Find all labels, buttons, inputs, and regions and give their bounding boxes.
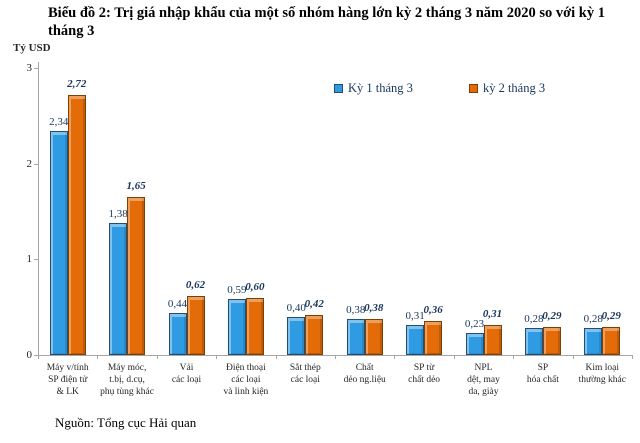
- value-label: 2,34: [49, 116, 69, 129]
- bar-ky1: [287, 316, 306, 355]
- y-tick: [34, 259, 38, 261]
- y-tick-label: 2: [26, 157, 33, 170]
- x-tick: [216, 355, 218, 359]
- legend-label-ky2: kỳ 2 tháng 3: [482, 81, 546, 95]
- value-label: 0,29: [601, 310, 621, 323]
- value-label: 0,31: [482, 308, 503, 321]
- x-category-label: Điện thoại các loại và linh kiện: [223, 363, 269, 397]
- x-category-label: Máy v/tính SP điện tử & LK: [46, 363, 89, 397]
- bar-ky1: [524, 328, 543, 355]
- bar-ky2: [364, 318, 383, 355]
- value-label: 1,38: [108, 207, 128, 220]
- x-category-label: Máy móc, t.bị, d.cụ, phụ tùng khác: [100, 363, 154, 397]
- bar-ky2: [67, 94, 86, 355]
- value-label: 0,31: [405, 310, 425, 323]
- bar-ky2: [602, 327, 621, 355]
- value-label: 0,38: [364, 301, 384, 314]
- legend-swatch-blue-icon: [334, 84, 343, 93]
- value-label: 0,29: [542, 310, 562, 323]
- bar-ky1: [584, 328, 603, 355]
- x-tick: [632, 355, 633, 359]
- y-tick: [34, 355, 38, 356]
- y-axis-unit-label: Tỷ USD: [13, 42, 51, 54]
- source-note: Nguồn: Tổng cục Hải quan: [55, 415, 197, 430]
- x-tick: [513, 355, 515, 359]
- value-label: 0,36: [423, 303, 443, 316]
- y-axis-line: [38, 62, 39, 356]
- y-tick: [34, 68, 38, 69]
- x-tick: [572, 355, 574, 359]
- bar-ky1: [346, 318, 365, 355]
- bar-ky2: [424, 320, 443, 355]
- chart-title: Biểu đồ 2: Trị giá nhập khẩu của một số …: [48, 4, 608, 40]
- x-category-label: SP từ chất dẻo: [408, 363, 441, 385]
- bar-ky2: [127, 197, 146, 355]
- legend-swatch-orange-icon: [468, 84, 478, 93]
- chart-legend: Kỳ 1 tháng 3 kỳ 2 tháng 3: [334, 81, 545, 96]
- chart-title-line1: Biểu đồ 2: Trị giá nhập khẩu của một số …: [48, 5, 605, 21]
- value-label: 0,23: [464, 317, 485, 330]
- bar-ky1: [109, 222, 128, 355]
- bar-ky2: [542, 327, 561, 355]
- bar-ky1: [49, 131, 68, 355]
- bar-ky2: [245, 297, 264, 355]
- x-category-label: Sắt thép các loại: [289, 363, 321, 385]
- value-label: 0,44: [167, 297, 188, 310]
- value-label: 0,28: [583, 313, 603, 326]
- value-label: 0,60: [245, 280, 265, 293]
- bar-ky1: [465, 332, 484, 355]
- x-category-label: Vải các loại: [171, 363, 202, 385]
- value-label: 0,28: [524, 313, 544, 326]
- x-tick: [394, 355, 396, 359]
- value-label: 0,42: [304, 297, 324, 310]
- x-category-label: SP hóa chất: [526, 363, 559, 385]
- x-tick: [156, 355, 158, 359]
- x-category-label: NPL dệt, may da, giày: [467, 363, 500, 397]
- x-category-label: Kim loại thường khác: [578, 363, 626, 385]
- legend-item-ky2: kỳ 2 tháng 3: [468, 81, 546, 96]
- value-label: 2,72: [67, 77, 87, 90]
- x-tick: [335, 355, 336, 359]
- bar-ky1: [406, 325, 425, 355]
- x-tick: [453, 355, 455, 359]
- y-tick-label: 0: [26, 349, 33, 361]
- bar-ky1: [168, 312, 187, 355]
- bar-ky2: [483, 325, 502, 355]
- value-label: 0,59: [227, 283, 247, 296]
- x-category-label: Chất dẻo ng.liệu: [343, 363, 386, 385]
- y-tick-label: 3: [26, 62, 33, 74]
- x-tick: [38, 355, 39, 359]
- y-tick: [34, 163, 38, 165]
- bar-ky1: [227, 298, 246, 355]
- bar-ky2: [305, 314, 324, 355]
- value-label: 0,38: [346, 303, 366, 316]
- value-label: 1,65: [126, 180, 146, 193]
- x-tick: [275, 355, 277, 359]
- value-label: 0,62: [185, 278, 206, 291]
- x-tick: [97, 355, 99, 359]
- chart-title-line2: tháng 3: [48, 23, 95, 39]
- legend-label-ky1: Kỳ 1 tháng 3: [348, 81, 413, 95]
- y-tick-label: 1: [26, 253, 33, 266]
- bar-ky2: [186, 295, 205, 355]
- value-label: 0,40: [286, 301, 306, 314]
- legend-item-ky1: Kỳ 1 tháng 3: [334, 81, 413, 96]
